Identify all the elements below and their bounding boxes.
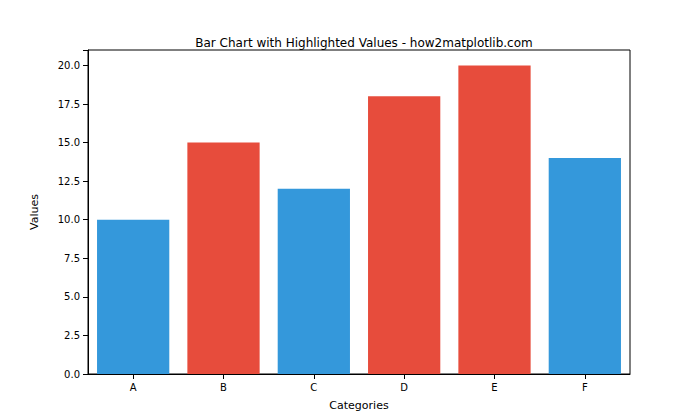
svg-text:B: B bbox=[220, 382, 227, 393]
svg-text:E: E bbox=[491, 382, 497, 393]
svg-text:Values: Values bbox=[28, 194, 41, 230]
svg-text:F: F bbox=[582, 382, 588, 393]
svg-text:10.0: 10.0 bbox=[58, 214, 80, 225]
svg-text:0.0: 0.0 bbox=[64, 369, 80, 380]
svg-text:2.5: 2.5 bbox=[64, 330, 80, 341]
svg-text:7.5: 7.5 bbox=[64, 253, 80, 264]
svg-text:20.0: 20.0 bbox=[58, 60, 80, 71]
svg-text:12.5: 12.5 bbox=[58, 176, 80, 187]
svg-text:Bar Chart with Highlighted Val: Bar Chart with Highlighted Values - how2… bbox=[195, 36, 532, 50]
svg-text:D: D bbox=[400, 382, 408, 393]
svg-text:Categories: Categories bbox=[329, 399, 389, 412]
svg-text:C: C bbox=[310, 382, 317, 393]
svg-text:17.5: 17.5 bbox=[58, 99, 80, 110]
svg-text:15.0: 15.0 bbox=[58, 137, 80, 148]
svg-text:A: A bbox=[130, 382, 137, 393]
svg-text:5.0: 5.0 bbox=[64, 291, 80, 302]
